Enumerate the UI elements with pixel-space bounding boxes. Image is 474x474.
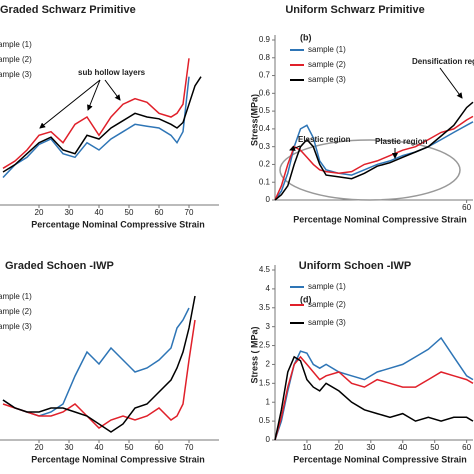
legend-label: sample (3) [0, 322, 32, 331]
annotation-arrow [439, 67, 463, 99]
data-line [274, 355, 474, 441]
x-tick-label: 50 [125, 208, 134, 217]
annotation-arrow [39, 79, 101, 129]
data-line [2, 295, 196, 433]
y-tick-label: 3.5 [259, 303, 271, 312]
legend-label: sample (3) [0, 70, 32, 79]
x-tick-label: 30 [65, 208, 74, 217]
y-axis-label: Stress ( MPa) [249, 326, 259, 383]
x-tick-label: 50 [430, 443, 439, 452]
y-tick-label: 0.5 [259, 416, 271, 425]
y-tick-label: 0.1 [259, 177, 271, 186]
x-tick-label: 60 [462, 203, 471, 212]
legend-label: sample (1) [0, 292, 32, 301]
x-tick-label: 10 [302, 443, 311, 452]
y-tick-label: 1.5 [259, 378, 271, 387]
legend-label: sample (2) [0, 307, 32, 316]
data-line [2, 319, 196, 429]
legend-label: sample (2) [308, 300, 346, 309]
y-tick-label: 4.5 [259, 265, 271, 274]
chart-title: Graded Schoen -IWP [5, 260, 114, 272]
x-axis-label: Percentage Nominal Compressive Strain [31, 454, 205, 464]
legend-label: sample (1) [0, 40, 32, 49]
x-tick-label: 70 [185, 208, 194, 217]
x-tick-label: 40 [95, 443, 104, 452]
data-line [2, 76, 190, 179]
x-tick-label: 30 [366, 443, 375, 452]
plastic-region-outline [279, 139, 461, 201]
y-tick-label: 0.4 [259, 124, 271, 133]
x-tick-label: 20 [334, 443, 343, 452]
y-tick-label: 0.2 [259, 160, 271, 169]
y-tick-label: 0.3 [259, 142, 271, 151]
x-axis-label: Percentage Nominal Compressive Strain [31, 219, 205, 229]
x-tick-label: 40 [95, 208, 104, 217]
data-line [2, 76, 202, 173]
chart-title: Uniform Schwarz Primitive [285, 4, 424, 16]
legend-label: sample (3) [308, 318, 346, 327]
data-line [274, 336, 474, 441]
panel-label: (b) [300, 32, 312, 42]
legend-label: sample (2) [308, 60, 346, 69]
legend-label: sample (2) [0, 55, 32, 64]
x-axis-label: Percentage Nominal Compressive Strain [293, 214, 467, 224]
x-tick-label: 40 [398, 443, 407, 452]
annotation: Elastic region [298, 135, 351, 144]
legend-label: sample (3) [308, 75, 346, 84]
y-tick-label: 0.6 [259, 88, 271, 97]
y-tick-label: 0.9 [259, 35, 271, 44]
legend-label: sample (1) [308, 282, 346, 291]
y-tick-label: 0 [266, 195, 271, 204]
x-tick-label: 70 [185, 443, 194, 452]
annotation-arrow [289, 145, 301, 151]
x-tick-label: 50 [125, 443, 134, 452]
data-line [2, 58, 190, 169]
chart-title: Uniform Schoen -IWP [299, 260, 411, 272]
annotation-arrow [87, 79, 101, 111]
x-tick-label: 60 [155, 208, 164, 217]
x-axis-label: Percentage Nominal Compressive Strain [293, 454, 467, 464]
chart-title: Graded Schwarz Primitive [0, 4, 136, 16]
y-tick-label: 4 [266, 284, 271, 293]
x-tick-label: 20 [35, 443, 44, 452]
annotation: Densification region [412, 57, 474, 66]
x-tick-label: 60 [462, 443, 471, 452]
y-axis-label: Stress(MPa) [249, 94, 259, 146]
data-line [274, 121, 474, 201]
y-tick-label: 0 [266, 435, 271, 444]
annotation-arrow [104, 79, 121, 101]
annotation: Plastic region [375, 137, 428, 146]
panel-label: (d) [300, 294, 312, 304]
annotation: sub hollow layers [78, 68, 146, 77]
x-tick-label: 30 [65, 443, 74, 452]
legend-label: sample (1) [308, 45, 346, 54]
y-tick-label: 0.5 [259, 106, 271, 115]
y-tick-label: 3 [266, 322, 271, 331]
y-tick-label: 1 [266, 397, 271, 406]
data-line [274, 355, 474, 441]
y-tick-label: 0.8 [259, 53, 271, 62]
x-tick-label: 20 [35, 208, 44, 217]
x-tick-label: 60 [155, 443, 164, 452]
y-tick-label: 0.7 [259, 71, 271, 80]
y-tick-label: 2.5 [259, 341, 271, 350]
data-line [274, 101, 474, 201]
y-tick-label: 2 [266, 360, 271, 369]
